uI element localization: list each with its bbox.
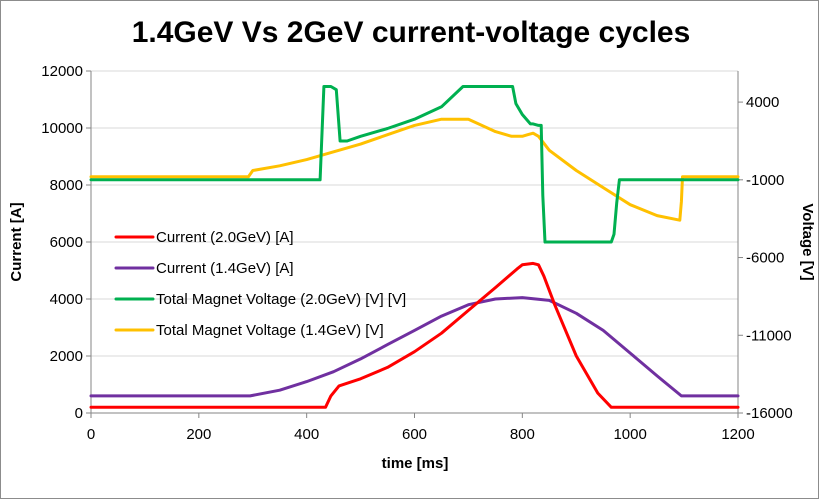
left-y-tick-label-10000: 10000 xyxy=(41,120,83,137)
x-tick-label-800: 800 xyxy=(510,426,535,443)
x-tick-label-0: 0 xyxy=(87,426,95,443)
series-line-2 xyxy=(89,85,740,244)
legend-label-voltage-1-4gev: Total Magnet Voltage (1.4GeV) [V] xyxy=(156,322,384,339)
series-line-1 xyxy=(89,296,740,398)
right-y-tick-label-4000: 4000 xyxy=(746,94,779,111)
series-line-0 xyxy=(89,261,740,409)
legend: Current (2.0GeV) [A] Current (1.4GeV) [A… xyxy=(114,229,406,339)
x-tick-label-1200: 1200 xyxy=(721,426,754,443)
chart-title: 1.4GeV Vs 2GeV current-voltage cycles xyxy=(132,16,691,49)
right-y-tick-label--1000: -1000 xyxy=(746,172,784,189)
series-line-3 xyxy=(89,117,740,222)
x-axis-title: time [ms] xyxy=(382,455,449,472)
legend-label-current-1-4gev: Current (1.4GeV) [A] xyxy=(156,260,294,277)
x-tick-label-1000: 1000 xyxy=(613,426,646,443)
x-tick-label-200: 200 xyxy=(186,426,211,443)
legend-label-current-2gev: Current (2.0GeV) [A] xyxy=(156,229,294,246)
right-y-tick-label--11000: -11000 xyxy=(746,327,792,344)
tick-labels: 020004000600080001000012000-16000-11000-… xyxy=(41,63,792,443)
right-y-tick-label--6000: -6000 xyxy=(746,250,784,267)
x-tick-label-600: 600 xyxy=(402,426,427,443)
series-lines xyxy=(89,85,740,409)
gridlines xyxy=(91,70,738,357)
left-y-tick-label-8000: 8000 xyxy=(50,177,83,194)
right-y-tick-label--16000: -16000 xyxy=(746,405,793,422)
left-y-tick-label-4000: 4000 xyxy=(50,291,83,308)
right-y-axis-title: Voltage [V] xyxy=(799,203,816,280)
left-y-tick-label-6000: 6000 xyxy=(50,234,83,251)
x-tick-label-400: 400 xyxy=(294,426,319,443)
left-y-tick-label-2000: 2000 xyxy=(50,348,83,365)
left-y-tick-label-12000: 12000 xyxy=(41,63,83,80)
left-y-tick-label-0: 0 xyxy=(75,405,83,422)
left-y-axis-title: Current [A] xyxy=(8,202,25,281)
legend-label-voltage-2gev: Total Magnet Voltage (2.0GeV) [V] [V] xyxy=(156,291,406,308)
